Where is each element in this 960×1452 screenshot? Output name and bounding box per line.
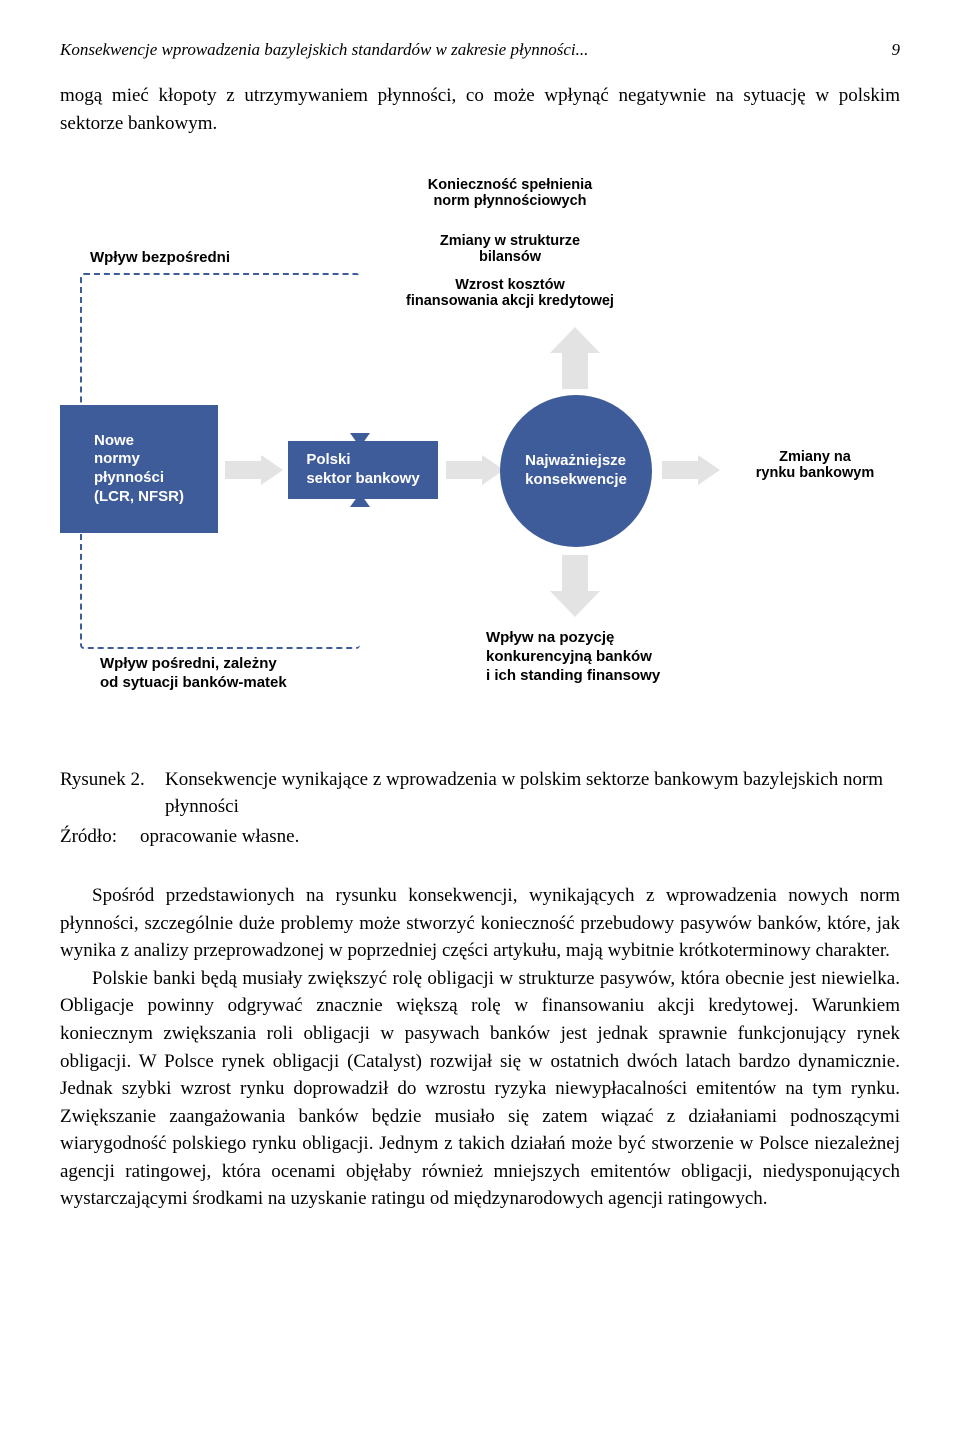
block-arrow-icon [225, 455, 283, 485]
figure-caption-prefix: Rysunek 2. [60, 767, 165, 820]
page-number: 9 [892, 40, 901, 60]
diagram-node-sector: Polski sektor bankowy [288, 441, 438, 499]
diagram-node-consequences: Najważniejsze konsekwencje [500, 395, 652, 547]
running-header: Konsekwencje wprowadzenia bazylejskich s… [60, 40, 900, 60]
figure-source-text: opracowanie własne. [140, 826, 299, 848]
figure-source-prefix: Źródło: [60, 826, 140, 848]
figure-caption-text: Konsekwencje wynikające z wprowadzenia w… [165, 767, 900, 820]
consequences-diagram: Konieczność spełnienia norm płynnościowy… [60, 177, 900, 737]
diagram-top-heading: Konieczność spełnienia norm płynnościowy… [360, 177, 660, 209]
diagram-top-item1: Zmiany w strukturze bilansów [360, 233, 660, 265]
diagram-right-label: Zmiany na rynku bankowym [730, 449, 900, 481]
diagram-dashed-path-bottom [80, 501, 360, 649]
block-arrow-up-icon [550, 327, 600, 389]
diagram-direct-effect-label: Wpływ bezpośredni [90, 249, 230, 266]
diagram-indirect-effect-label: Wpływ pośredni, zależny od sytuacji bank… [100, 655, 287, 693]
running-title: Konsekwencje wprowadzenia bazylejskich s… [60, 40, 588, 60]
figure-source: Źródło: opracowanie własne. [60, 826, 900, 848]
body-paragraph-1: Spośród przedstawionych na rysunku konse… [60, 882, 900, 965]
block-arrow-down-icon [550, 555, 600, 617]
arrowhead-icon [350, 493, 370, 507]
intro-paragraph: mogą mieć kłopoty z utrzymywaniem płynno… [60, 82, 900, 137]
block-arrow-icon [446, 455, 504, 485]
block-arrow-icon [662, 455, 720, 485]
body-paragraph-2: Polskie banki będą musiały zwiększyć rol… [60, 965, 900, 1213]
diagram-bottom-label: Wpływ na pozycję konkurencyjną banków i … [486, 629, 660, 685]
diagram-top-item2: Wzrost kosztów finansowania akcji kredyt… [360, 277, 660, 309]
figure-caption: Rysunek 2. Konsekwencje wynikające z wpr… [60, 767, 900, 820]
